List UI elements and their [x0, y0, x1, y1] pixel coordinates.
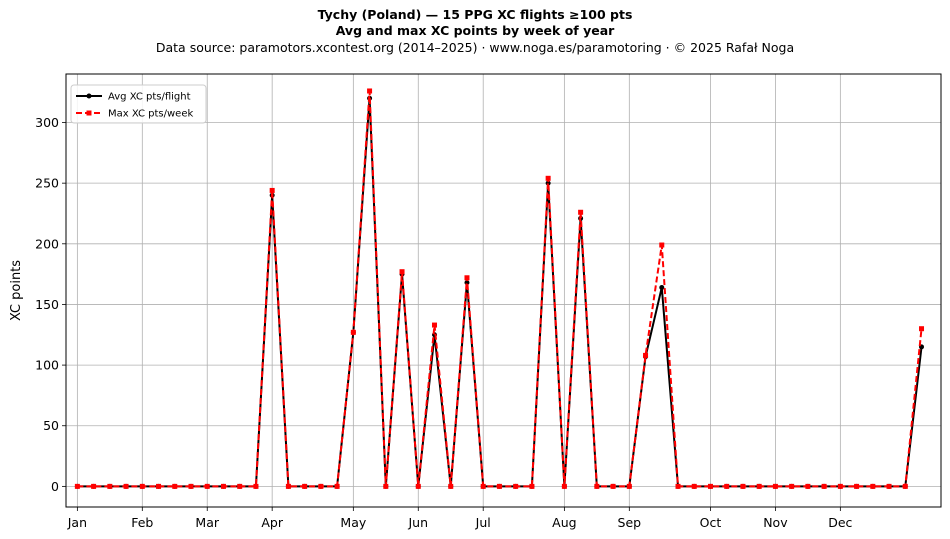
y-tick-label: 100 — [35, 358, 59, 373]
data-point — [659, 284, 665, 290]
x-tick-label: Aug — [552, 515, 576, 530]
data-point — [220, 483, 226, 489]
data-point — [350, 329, 356, 335]
data-point — [480, 483, 486, 489]
data-point — [253, 483, 259, 489]
y-axis-label: XC points — [9, 260, 24, 321]
data-point — [643, 352, 649, 358]
data-point — [919, 326, 925, 332]
data-point — [789, 483, 795, 489]
data-point — [188, 483, 194, 489]
data-point — [513, 483, 519, 489]
data-point — [123, 483, 129, 489]
data-point — [399, 269, 405, 275]
legend-marker — [86, 93, 92, 99]
data-point — [285, 483, 291, 489]
plot-frame — [65, 73, 942, 508]
data-point — [805, 483, 811, 489]
x-tick-label: Jan — [67, 515, 87, 530]
x-tick-label: Jun — [408, 515, 429, 530]
data-point — [854, 483, 860, 489]
y-tick-label: 200 — [35, 236, 59, 251]
data-point — [545, 175, 551, 181]
data-source-credit: Data source: paramotors.xcontest.org (20… — [155, 40, 795, 55]
data-point — [383, 483, 389, 489]
data-point — [772, 483, 778, 489]
legend: Avg XC pts/flight Max XC pts/week — [70, 84, 207, 124]
data-point — [707, 483, 713, 489]
data-point — [578, 209, 584, 215]
data-point — [756, 483, 762, 489]
legend-label: Max XC pts/week — [108, 109, 193, 120]
data-point — [464, 275, 470, 281]
y-tick-label: 0 — [51, 479, 59, 494]
data-point — [626, 483, 632, 489]
data-point — [691, 483, 697, 489]
data-point — [367, 88, 373, 94]
data-point — [156, 483, 162, 489]
legend-label: Avg XC pts/flight — [108, 92, 191, 103]
y-tick-label: 50 — [43, 418, 59, 433]
data-point — [448, 483, 454, 489]
data-point — [675, 483, 681, 489]
data-point — [659, 242, 665, 248]
axis-ticks: 0 50 100 150 200 250 300 Jan Feb Mar Apr May Jun Jul A… — [35, 115, 852, 530]
x-tick-label: Dec — [828, 515, 852, 530]
data-point — [740, 483, 746, 489]
legend-box — [70, 84, 207, 124]
data-point — [496, 483, 502, 489]
data-point — [870, 483, 876, 489]
data-point — [172, 483, 178, 489]
data-point — [886, 483, 892, 489]
data-point — [594, 483, 600, 489]
data-point — [610, 483, 616, 489]
x-tick-label: Oct — [700, 515, 722, 530]
data-point — [74, 483, 80, 489]
data-point — [139, 483, 145, 489]
data-point — [837, 483, 843, 489]
data-point — [334, 483, 340, 489]
x-tick-label: Sep — [618, 515, 642, 530]
data-point — [237, 483, 243, 489]
x-tick-label: Mar — [195, 515, 219, 530]
data-point — [91, 483, 97, 489]
data-point — [529, 483, 535, 489]
x-tick-label: Jul — [475, 515, 491, 530]
series-layer — [74, 88, 925, 489]
y-tick-label: 300 — [35, 115, 59, 130]
y-tick-label: 150 — [35, 297, 59, 312]
x-tick-label: Feb — [131, 515, 153, 530]
legend-marker — [86, 110, 92, 116]
data-point — [724, 483, 730, 489]
x-tick-label: Nov — [763, 515, 788, 530]
data-point — [204, 483, 210, 489]
chart-subtitle: Avg and max XC points by week of year — [335, 23, 615, 38]
series-line — [77, 97, 923, 488]
data-point — [107, 483, 113, 489]
data-point — [318, 483, 324, 489]
series-line — [77, 89, 923, 488]
grid-lines — [66, 74, 941, 507]
data-point — [821, 483, 827, 489]
data-point — [902, 483, 908, 489]
data-point — [415, 483, 421, 489]
data-point — [269, 187, 275, 193]
x-tick-label: Apr — [261, 515, 283, 530]
data-point — [432, 322, 438, 328]
data-point — [302, 483, 308, 489]
y-tick-label: 250 — [35, 176, 59, 191]
x-tick-label: May — [340, 515, 366, 530]
chart-title: Tychy (Poland) — 15 PPG XC flights ≥100 … — [317, 7, 633, 22]
data-point — [561, 483, 567, 489]
